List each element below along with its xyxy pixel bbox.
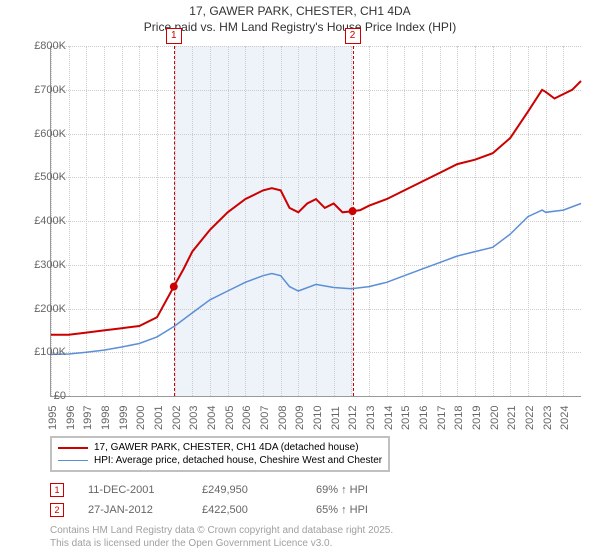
transaction-price: £422,500: [202, 504, 292, 516]
x-tick-label: 1999: [118, 406, 130, 430]
x-tick-label: 2021: [506, 406, 518, 430]
x-tick-label: 2011: [330, 406, 342, 430]
x-tick-label: 2017: [436, 406, 448, 430]
x-tick-label: 2002: [171, 406, 183, 430]
x-tick-label: 2018: [453, 406, 465, 430]
x-tick-label: 1998: [100, 406, 112, 430]
y-tick-label: £200K: [16, 303, 66, 315]
transaction-table: 1 11-DEC-2001 £249,950 69% ↑ HPI 2 27-JAN-201…: [50, 480, 406, 520]
y-tick-label: £800K: [16, 40, 66, 52]
chart-plot-area: 1995199619971998199920002001200220032004…: [50, 46, 581, 397]
series-price_paid: [51, 81, 581, 335]
x-tick-label: 2013: [365, 406, 377, 430]
transaction-marker-box: 2: [345, 28, 361, 44]
x-tick-label: 2010: [312, 406, 324, 430]
x-tick-label: 2023: [542, 406, 554, 430]
x-tick-label: 2001: [153, 406, 165, 430]
transaction-delta: 69% ↑ HPI: [316, 484, 406, 496]
legend: 17, GAWER PARK, CHESTER, CH1 4DA (detach…: [50, 436, 390, 472]
title-line-2: Price paid vs. HM Land Registry's House …: [0, 20, 600, 36]
series-hpi: [51, 204, 581, 355]
legend-label: HPI: Average price, detached house, Ches…: [94, 455, 382, 466]
y-tick-label: £100K: [16, 346, 66, 358]
x-tick-label: 2005: [224, 406, 236, 430]
x-tick-label: 2006: [241, 406, 253, 430]
x-tick-label: 2022: [524, 406, 536, 430]
transaction-row: 1 11-DEC-2001 £249,950 69% ↑ HPI: [50, 480, 406, 500]
title-block: 17, GAWER PARK, CHESTER, CH1 4DA Price p…: [0, 0, 600, 35]
transaction-price: £249,950: [202, 484, 292, 496]
x-tick-label: 2004: [206, 406, 218, 430]
transaction-date: 27-JAN-2012: [88, 504, 178, 516]
x-tick-label: 2019: [471, 406, 483, 430]
legend-row: HPI: Average price, detached house, Ches…: [58, 454, 382, 467]
x-tick-label: 1996: [65, 406, 77, 430]
y-tick-label: £500K: [16, 171, 66, 183]
transaction-row: 2 27-JAN-2012 £422,500 65% ↑ HPI: [50, 500, 406, 520]
transaction-delta: 65% ↑ HPI: [316, 504, 406, 516]
x-tick-label: 2007: [259, 406, 271, 430]
x-tick-label: 2016: [418, 406, 430, 430]
y-tick-label: £600K: [16, 128, 66, 140]
x-tick-label: 2024: [559, 406, 571, 430]
attribution: Contains HM Land Registry data © Crown c…: [50, 524, 393, 550]
x-tick-label: 1995: [47, 406, 59, 430]
x-tick-label: 2020: [489, 406, 501, 430]
x-tick-label: 2000: [135, 406, 147, 430]
attribution-line-2: This data is licensed under the Open Gov…: [50, 537, 393, 550]
attribution-line-1: Contains HM Land Registry data © Crown c…: [50, 524, 393, 537]
transaction-row-marker: 1: [50, 483, 64, 497]
transaction-dot: [170, 283, 178, 291]
x-tick-label: 2014: [383, 406, 395, 430]
x-tick-label: 1997: [82, 406, 94, 430]
transaction-row-marker: 2: [50, 503, 64, 517]
legend-row: 17, GAWER PARK, CHESTER, CH1 4DA (detach…: [58, 441, 382, 454]
y-tick-label: £400K: [16, 215, 66, 227]
transaction-dot: [349, 207, 357, 215]
chart-container: 17, GAWER PARK, CHESTER, CH1 4DA Price p…: [0, 0, 600, 560]
x-tick-label: 2012: [347, 406, 359, 430]
transaction-date: 11-DEC-2001: [88, 484, 178, 496]
legend-swatch: [58, 460, 88, 462]
x-tick-label: 2015: [400, 406, 412, 430]
chart-lines: [51, 46, 581, 396]
x-tick-label: 2008: [277, 406, 289, 430]
title-line-1: 17, GAWER PARK, CHESTER, CH1 4DA: [0, 4, 600, 20]
x-tick-label: 2009: [294, 406, 306, 430]
y-tick-label: £700K: [16, 84, 66, 96]
y-tick-label: £300K: [16, 259, 66, 271]
legend-label: 17, GAWER PARK, CHESTER, CH1 4DA (detach…: [94, 442, 359, 453]
transaction-marker-box: 1: [166, 28, 182, 44]
legend-swatch: [58, 447, 88, 449]
x-tick-label: 2003: [188, 406, 200, 430]
y-tick-label: £0: [16, 390, 66, 402]
